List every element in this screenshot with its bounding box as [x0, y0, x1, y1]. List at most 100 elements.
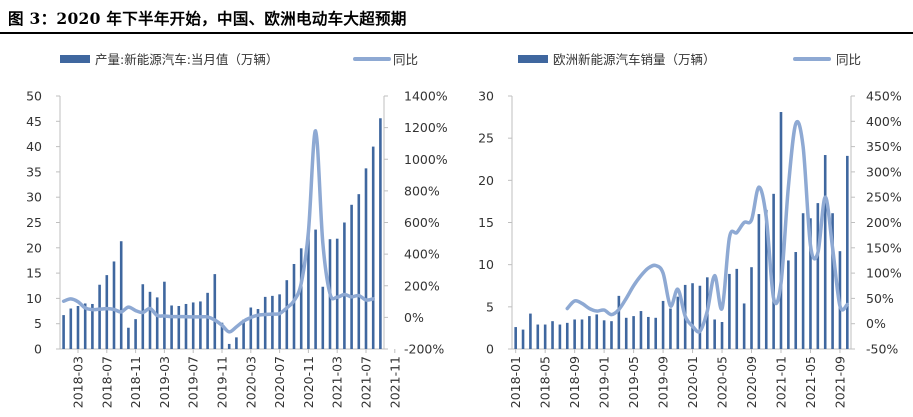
chart1-x-tick-label: 2021-07 [359, 356, 374, 408]
chart1-legend-bar-label: 产量:新能源汽车:当月值（万辆） [95, 52, 278, 67]
chart2-bar [698, 285, 702, 349]
chart1-bar [278, 294, 281, 349]
chart2-bar [809, 218, 812, 349]
chart1-bar [292, 263, 296, 349]
chart1-x-tick-label: 2018-07 [99, 356, 114, 408]
chart2-bar [602, 320, 606, 349]
chart2-bar [816, 203, 820, 349]
chart2-legend-bar-swatch [518, 55, 548, 63]
chart2-bar [742, 303, 746, 349]
chart2-bar [617, 295, 621, 349]
chart1-x-tick-label: 2021-11 [387, 356, 402, 408]
chart1-bar [271, 295, 274, 349]
chart1-y-left-tick-label: 40 [26, 139, 42, 154]
chart2-bar [801, 213, 805, 349]
chart1-x-tick-label: 2020-07 [272, 356, 287, 408]
chart1-bar [220, 322, 224, 349]
chart1-x-tick-label: 2021-03 [330, 356, 345, 408]
chart1-bar [299, 248, 303, 349]
chart1-bar [199, 301, 202, 349]
chart2-bar [624, 317, 628, 349]
chart1-x-tick-label: 2020-03 [243, 356, 258, 408]
chart2-bar [514, 327, 517, 349]
chart2-bar [543, 324, 547, 349]
chart2-bar [735, 268, 739, 349]
chart1-x-tick-label: 2018-11 [128, 356, 143, 408]
chart1-y-right-tick-label: 1200% [404, 120, 448, 135]
chart1-bar [191, 302, 195, 349]
chart1-y-right-tick-label: 1000% [404, 152, 448, 167]
chart1-bar [227, 343, 231, 349]
chart2-bar [654, 317, 658, 349]
chart1-bar [83, 303, 87, 349]
chart1-y-right-tick-label: 200% [404, 278, 440, 293]
chart2-bar [720, 322, 724, 349]
chart2-bar [779, 112, 783, 350]
chart1-y-right-tick-label: 800% [404, 183, 440, 198]
chart2-x-tick-label: 2021-05 [803, 356, 818, 408]
chart2-x-tick-label: 2018-09 [567, 356, 582, 408]
chart1-yoy-line [61, 129, 375, 334]
chart2-bar [772, 193, 775, 349]
chart2-bar [728, 273, 731, 349]
chart2-bar [846, 155, 849, 349]
chart1-bar [148, 291, 152, 349]
chart1-bar [119, 241, 123, 349]
chart1-y-left-tick-label: 5 [34, 316, 42, 331]
chart1-bar [170, 305, 173, 349]
chart1-y-left-tick-label: 10 [26, 291, 42, 306]
chart2-bar [691, 283, 694, 349]
chart1-bar [112, 261, 116, 349]
chart1-x-tick-label: 2020-11 [301, 356, 316, 408]
chart1-bar [98, 284, 101, 349]
chart2-bar [558, 324, 562, 349]
chart2-x-tick-label: 2021-01 [773, 356, 788, 408]
chart2-y-right-tick-label: 100% [866, 266, 902, 281]
chart1-y-right-tick-label: 400% [404, 247, 440, 262]
chart2-y-left-tick-label: 10 [478, 257, 494, 272]
chart2-bar [823, 155, 827, 349]
chart1-bar [256, 309, 260, 349]
chart1-bar [184, 303, 188, 349]
chart1-bar [141, 284, 145, 349]
chart2-y-left-tick-label: 0 [486, 342, 494, 357]
chart2-bar [573, 319, 576, 349]
chart1-bar [335, 238, 339, 349]
chart1-bar [379, 118, 382, 349]
chart1-x-tick-label: 2019-07 [186, 356, 201, 408]
chart1-bar [155, 297, 159, 349]
chart1-x-tick-label: 2018-03 [71, 356, 86, 408]
figure-header: 图 3：2020 年下半年开始，中国、欧洲电动车大超预期 [0, 0, 913, 34]
chart2-x-tick-label: 2020-01 [685, 356, 700, 408]
chart2-x-tick-label: 2019-09 [656, 356, 671, 408]
chart1-y-left-tick-label: 0 [34, 342, 42, 357]
chart1-legend-bar-swatch [60, 55, 90, 63]
chart2-bar [632, 316, 635, 349]
chart2-x-tick-label: 2019-01 [597, 356, 612, 408]
chart1-bar [321, 286, 325, 349]
chart2-bar [713, 319, 716, 349]
chart2-bar [580, 319, 584, 349]
chart2-bar [639, 311, 643, 349]
chart2-x-tick-label: 2019-05 [626, 356, 641, 408]
chart1-y-left-tick-label: 25 [26, 215, 42, 230]
chart2-x-tick-label: 2018-05 [538, 356, 553, 408]
chart1-bar [357, 194, 361, 349]
chart2-x-tick-label: 2018-01 [508, 356, 523, 408]
chart1-y-right-tick-label: 0% [404, 310, 424, 325]
chart1-bar [371, 146, 375, 349]
chart1-bar [134, 319, 137, 349]
chart1-bar [350, 204, 353, 349]
chart2-bar [610, 321, 613, 349]
chart2-bar [661, 300, 665, 349]
chart1-y-right-tick-label: 600% [404, 215, 440, 230]
chart2-bar [521, 329, 525, 349]
chart2-legend-line-label: 同比 [836, 52, 861, 67]
chart1-y-right-tick-label: 1400% [404, 89, 448, 104]
chart2-y-right-tick-label: 200% [866, 215, 902, 230]
chart2-bar [676, 296, 680, 349]
chart2-y-right-tick-label: 50% [866, 291, 894, 306]
chart2-y-right-tick-label: -50% [866, 342, 898, 357]
chart1-bar [127, 327, 130, 349]
chart2-x-tick-label: 2020-09 [744, 356, 759, 408]
